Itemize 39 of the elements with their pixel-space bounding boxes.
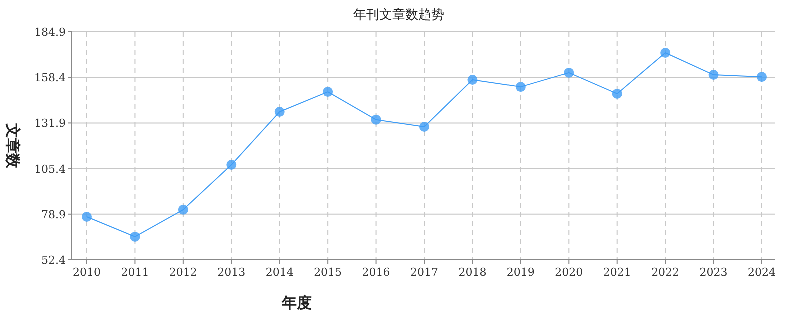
x-tick-label: 2020 [555, 266, 584, 279]
x-tick-label: 2019 [506, 266, 535, 279]
x-tick-label: 2021 [603, 266, 632, 279]
point [757, 72, 767, 82]
point [612, 88, 622, 99]
point [660, 48, 671, 58]
point [420, 122, 430, 132]
y-tick-label: 158.4 [34, 72, 66, 85]
x-tick-label: 2015 [314, 266, 342, 279]
y-tick-label: 131.9 [34, 117, 66, 130]
point [274, 107, 285, 118]
x-tick-label: 2024 [748, 266, 776, 279]
x-tick-label: 2018 [458, 266, 487, 279]
point [516, 82, 526, 92]
point [323, 87, 334, 98]
y-tick-label: 105.4 [34, 162, 66, 176]
point [226, 160, 237, 170]
y-tick-label: 52.4 [42, 254, 66, 267]
point [564, 68, 574, 78]
point [82, 212, 92, 222]
x-axis-title: 年度 [281, 294, 312, 312]
point [468, 75, 478, 86]
point [178, 204, 188, 215]
point [371, 114, 382, 125]
x-tick-label: 2016 [362, 266, 390, 279]
point [130, 232, 140, 242]
y-tick-label: 78.9 [42, 208, 66, 222]
x-tick-label: 2012 [169, 266, 198, 279]
chart-title: 年刊文章数趋势 [354, 8, 444, 23]
x-tick-label: 2022 [652, 266, 680, 279]
x-tick-label: 2014 [266, 266, 294, 279]
x-tick-label: 2010 [73, 266, 101, 279]
x-tick-label: 2023 [700, 266, 728, 279]
y-axis-title: 文章数 [4, 122, 22, 170]
x-tick-label: 2017 [410, 266, 438, 279]
x-tick-label: 2013 [218, 266, 246, 279]
point [708, 70, 719, 80]
y-tick-label: 184.9 [34, 26, 66, 39]
x-tick-label: 2011 [121, 266, 150, 279]
